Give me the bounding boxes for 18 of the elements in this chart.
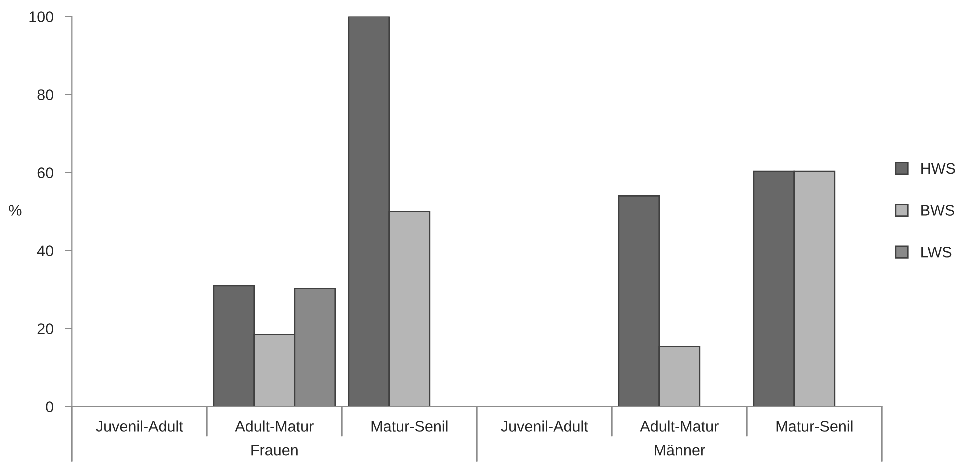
text: Frauen <box>252 445 298 456</box>
x-tick-label: Juvenil-Adult <box>96 420 184 432</box>
x-tick-label: Adult-Matur <box>640 420 719 432</box>
legend-label: BWS <box>922 205 954 216</box>
x-tick-label: Matur-Senil <box>372 420 448 432</box>
y-tick-label: 0 <box>46 402 54 413</box>
y-tick-label: 60 <box>38 168 54 178</box>
y-tick-label: 20 <box>38 324 54 334</box>
y-tick-label: 100 <box>30 12 54 22</box>
x-tick-label: Matur-Senil <box>776 420 853 432</box>
x-tick-label: Adult-Matur <box>235 420 314 432</box>
legend-label: HWS <box>922 163 956 174</box>
legend-label: LWS <box>922 246 952 258</box>
y-tick-label: 80 <box>38 90 54 100</box>
y-axis-title: % <box>9 205 22 216</box>
y-tick-label: 40 <box>37 246 54 256</box>
text: Männer <box>655 445 706 456</box>
x-tick-label: Juvenil-Adult <box>501 420 588 432</box>
